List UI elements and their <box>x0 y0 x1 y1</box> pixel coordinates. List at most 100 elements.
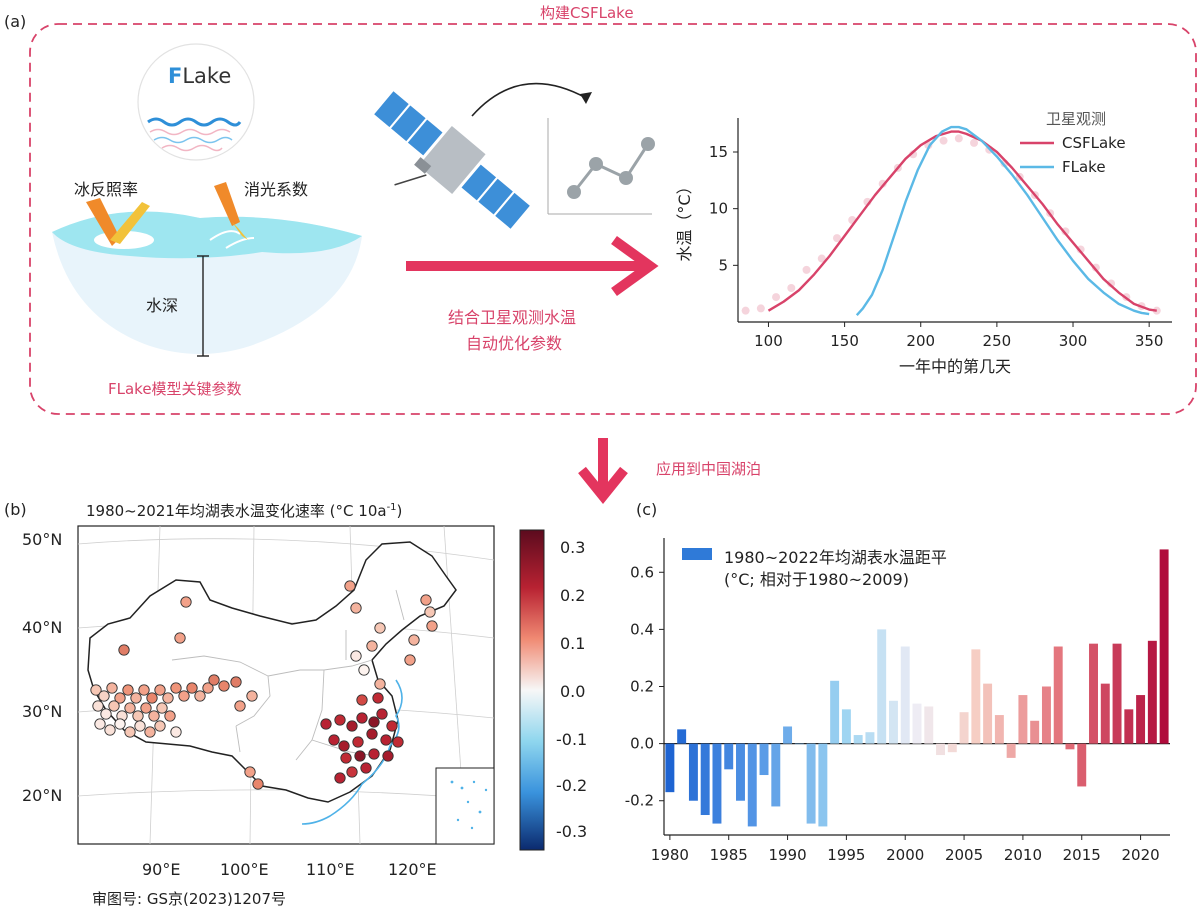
lake-point <box>246 690 258 702</box>
panel-b-title-close: ) <box>396 502 403 520</box>
lake-point <box>92 700 104 712</box>
c-bar <box>959 712 969 744</box>
lake-point <box>354 750 366 762</box>
lake-point <box>424 606 436 618</box>
c-y-tick-label: 0.4 <box>630 620 654 638</box>
c-bar <box>1147 640 1157 744</box>
a-obs-point <box>832 234 841 243</box>
lake-point <box>114 718 126 730</box>
a-obs-point <box>939 136 948 145</box>
a-series-line-CSFLake <box>767 130 1157 312</box>
curved-arrow-icon <box>471 82 592 117</box>
c-bar <box>771 743 781 807</box>
a-x-axis-label: 一年中的第几天 <box>899 357 1011 376</box>
lake-point <box>162 692 174 704</box>
c-x-tick-label: 2015 <box>1063 846 1101 864</box>
lake-point <box>106 682 118 694</box>
lake-point <box>130 692 142 704</box>
panel-c-label: (c) <box>636 500 658 519</box>
extinction-label: 消光系数 <box>244 180 309 199</box>
cb-tick-3: 0.0 <box>560 682 586 701</box>
lake-point <box>420 594 432 606</box>
panel-a-label: (a) <box>4 12 27 31</box>
flake-logo-text: FLake <box>168 64 231 88</box>
a-obs-point <box>1076 245 1085 254</box>
lake-point <box>218 680 230 692</box>
lake-point <box>350 602 362 614</box>
lake-point <box>132 710 144 722</box>
c-y-tick-label: 0.2 <box>630 678 654 696</box>
c-bar <box>806 743 816 824</box>
cb-tick-6: -0.3 <box>556 822 588 841</box>
c-bar <box>900 646 910 744</box>
lake-point <box>358 664 370 676</box>
a-obs-point <box>1152 306 1161 315</box>
c-bar <box>1077 743 1087 787</box>
c-bar <box>712 743 722 824</box>
lake-point <box>368 716 380 728</box>
c-x-tick-label: 2005 <box>945 846 983 864</box>
c-bar <box>1053 646 1063 744</box>
lake-point <box>144 726 156 738</box>
cb-tick-2: 0.1 <box>560 634 586 653</box>
a-obs-point <box>741 306 750 315</box>
c-bar <box>1112 643 1122 744</box>
lake-point <box>244 766 256 778</box>
c-bar <box>994 715 1004 744</box>
lake-point <box>108 700 120 712</box>
extinction-ray-icon <box>214 182 248 240</box>
lake-basin-icon <box>52 211 362 357</box>
c-bar <box>924 706 934 744</box>
c-y-tick-label: -0.2 <box>625 792 654 810</box>
lake-point <box>328 734 340 746</box>
lat-label-50: 50°N <box>22 530 63 549</box>
lake-point <box>154 684 166 696</box>
depth-label: 水深 <box>146 296 179 315</box>
lake-point <box>350 650 362 662</box>
c-bar <box>665 743 675 793</box>
cb-tick-5: -0.2 <box>556 776 588 795</box>
c-bar <box>947 743 957 753</box>
lake-point <box>352 736 364 748</box>
panel-b-title-text: 1980~2021年均湖表水温变化速率 (°C 10a <box>86 502 387 520</box>
c-bar <box>688 743 698 801</box>
c-bar <box>783 726 793 744</box>
apply-label: 应用到中国湖泊 <box>656 460 762 478</box>
lake-point <box>404 654 416 666</box>
lake-point <box>386 720 398 732</box>
lake-point <box>202 682 214 694</box>
a-x-tick-label: 300 <box>1059 332 1088 350</box>
a-obs-point <box>787 284 796 292</box>
lake-point <box>252 778 264 790</box>
c-bar <box>936 743 946 756</box>
a-obs-point <box>817 254 826 263</box>
lake-point <box>344 580 356 592</box>
c-bar <box>1006 743 1016 758</box>
lake-point <box>180 596 192 608</box>
lake-point <box>104 724 116 736</box>
lat-label-20: 20°N <box>22 786 63 805</box>
c-x-tick-label: 1990 <box>768 846 806 864</box>
map-number: 审图号: GS京(2023)1207号 <box>92 890 287 908</box>
a-x-tick-label: 100 <box>754 332 783 350</box>
lake-point <box>380 734 392 746</box>
lake-point <box>134 720 146 732</box>
lake-point <box>346 766 358 778</box>
colorbar <box>519 529 545 851</box>
panel-c-bar-chart: -0.2 0.0 0.2 0.4 0.6 1980 1985 1990 1995 2000 2005… <box>625 538 1170 864</box>
lake-point <box>366 728 378 740</box>
cb-tick-0: 0.3 <box>560 538 586 557</box>
c-x-tick-label: 2020 <box>1121 846 1159 864</box>
apply-arrow-icon <box>578 438 628 504</box>
panel-c-legend-line2: (°C; 相对于1980~2009) <box>724 570 909 589</box>
c-x-tick-label: 1985 <box>710 846 748 864</box>
panel-a-line-chart: 100 150 200 250 300 350 5 10 15 一年中的第几天 水温（°C） 卫星观测… <box>675 110 1172 376</box>
c-bar <box>830 680 840 744</box>
lake-point <box>376 708 388 720</box>
c-y-tick-label: 0.0 <box>630 735 654 753</box>
c-bar <box>1065 743 1075 750</box>
lake-point <box>100 708 112 720</box>
c-x-tick-label: 1995 <box>827 846 865 864</box>
lake-point <box>374 622 386 634</box>
a-obs-point <box>1091 263 1100 272</box>
